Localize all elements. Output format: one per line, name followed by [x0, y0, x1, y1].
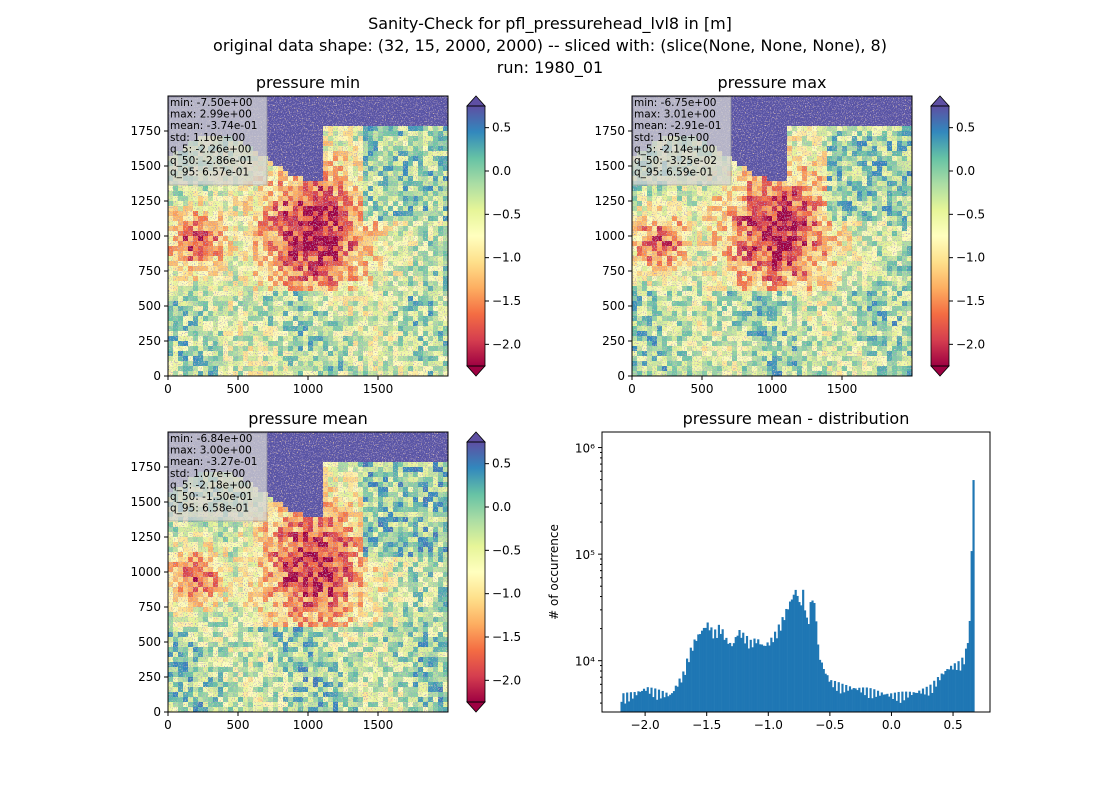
x-tick-label: 1500 [363, 382, 394, 396]
panel-pressure-min: pressure min 0 500 1000 1500 0 250 500 750 1000 12… [130, 73, 521, 396]
suptitle-line-1: Sanity-Check for pfl_pressurehead_lvl8 i… [368, 14, 732, 34]
stats-line: mean: -3.74e-01 [170, 120, 257, 132]
colorbar-gradient [467, 106, 485, 366]
y-tick-label: 1000 [130, 229, 161, 243]
x-tick-label: 500 [227, 382, 250, 396]
y-tick-label: 1750 [130, 124, 161, 138]
y-tick-label: 250 [138, 334, 161, 348]
stats-line: max: 2.99e+00 [170, 109, 252, 121]
colorbar-extend-bottom [467, 366, 485, 376]
stats-line: min: -7.50e+00 [170, 97, 252, 109]
y-tick-label: 750 [138, 264, 161, 278]
colorbar: 0.5 0.0 −0.5 −1.0 −1.5 −2.0 [467, 96, 521, 376]
x-tick-label: 1000 [293, 382, 324, 396]
stats-line: q_95: 6.57e-01 [170, 167, 249, 179]
suptitle-line-3: run: 1980_01 [497, 58, 603, 78]
stats-line: std: 1.10e+00 [170, 132, 245, 144]
colorbar-tick-label: −0.5 [492, 207, 521, 221]
colorbar-extend-top [467, 96, 485, 106]
colorbar-tick-label: −1.5 [492, 294, 521, 308]
y-tick-label: 1250 [130, 194, 161, 208]
colorbar-tick-label: −2.0 [492, 337, 521, 351]
stats-line: q_5: -2.26e+00 [170, 143, 251, 155]
stats-line: q_50: -2.86e-01 [170, 155, 253, 167]
suptitle-line-2: original data shape: (32, 15, 2000, 2000… [213, 36, 887, 55]
axes-title: pressure min [256, 73, 360, 92]
colorbar-tick-label: 0.0 [492, 164, 511, 178]
y-tick-label: 1500 [130, 159, 161, 173]
axes-title: pressure max [717, 73, 826, 92]
colorbar-tick-label: −1.0 [492, 251, 521, 265]
y-tick-label: 0 [153, 369, 161, 383]
x-tick-label: 0 [164, 382, 172, 396]
colorbar-tick-label: 0.5 [492, 121, 511, 135]
y-tick-label: 500 [138, 299, 161, 313]
